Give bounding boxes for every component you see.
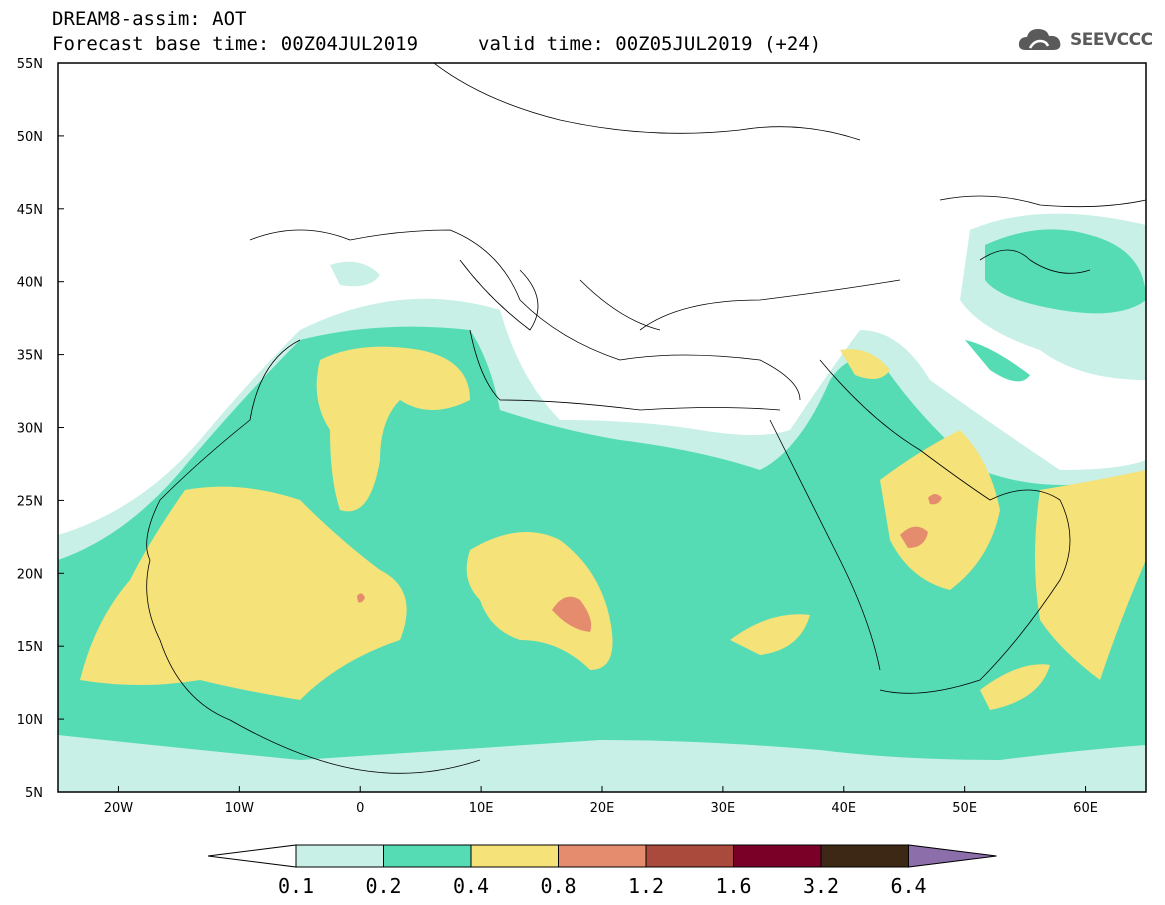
longitude-labels: 20W 10W 0 10E 20E 30E 40E 50E 60E xyxy=(104,786,1098,816)
lat-label: 25N xyxy=(17,494,43,509)
lat-label: 30N xyxy=(17,422,43,437)
lat-label: 5N xyxy=(25,786,43,801)
colorbar-label: 0.1 xyxy=(278,874,314,898)
lon-label: 20W xyxy=(104,801,134,816)
aot-field xyxy=(58,213,1146,792)
colorbar-label: 0.2 xyxy=(365,874,401,898)
lat-label: 15N xyxy=(17,640,43,655)
latitude-labels: 55N 50N 45N 40N 35N 30N 25N 20N 15N 10N 5N xyxy=(17,57,64,801)
colorbar-label: 3.2 xyxy=(803,874,839,898)
lat-label: 10N xyxy=(17,713,43,728)
lon-label: 0 xyxy=(356,801,364,816)
lat-label: 20N xyxy=(17,567,43,582)
lon-label: 40E xyxy=(831,801,856,816)
colorbar-box xyxy=(383,844,472,868)
lat-label: 50N xyxy=(17,130,43,145)
colorbar-low-arrow xyxy=(207,844,297,868)
colorbar-box xyxy=(733,844,822,868)
colorbar-labels: 0.1 0.2 0.4 0.8 1.2 1.6 3.2 6.4 xyxy=(278,874,927,898)
colorbar-label: 0.8 xyxy=(540,874,576,898)
colorbar-label: 1.2 xyxy=(628,874,664,898)
lon-label: 50E xyxy=(952,801,977,816)
lon-label: 10W xyxy=(225,801,255,816)
lon-label: 20E xyxy=(590,801,615,816)
seevccc-logo: SEEVCCC xyxy=(1016,24,1156,56)
logo-text: SEEVCCC xyxy=(1070,30,1153,50)
colorbar-label: 6.4 xyxy=(890,874,926,898)
lat-label: 35N xyxy=(17,349,43,364)
colorbar-box xyxy=(295,844,384,868)
colorbar-boxes xyxy=(207,844,997,868)
lat-label: 55N xyxy=(17,57,43,72)
aot-band-0.4-0.8 xyxy=(80,346,1146,710)
colorbar-box xyxy=(820,844,909,868)
lon-label: 10E xyxy=(469,801,494,816)
colorbar-high-arrow xyxy=(908,844,997,868)
lon-label: 30E xyxy=(711,801,736,816)
map-title: DREAM8-assim: AOT xyxy=(52,8,247,30)
colorbar-label: 0.4 xyxy=(453,874,489,898)
colorbar-box xyxy=(645,844,734,868)
coastlines xyxy=(146,63,1146,774)
lat-label: 40N xyxy=(17,276,43,291)
colorbar-box xyxy=(470,844,559,868)
aot-band-0.8-1.2 xyxy=(357,494,942,632)
valid-time: valid time: 00Z05JUL2019 (+24) xyxy=(478,33,822,55)
cloud-icon xyxy=(1018,29,1061,50)
lat-label: 45N xyxy=(17,203,43,218)
forecast-base-time: Forecast base time: 00Z04JUL2019 xyxy=(52,33,419,55)
colorbar-box xyxy=(558,844,647,868)
lon-label: 60E xyxy=(1073,801,1098,816)
colorbar-label: 1.6 xyxy=(715,874,751,898)
